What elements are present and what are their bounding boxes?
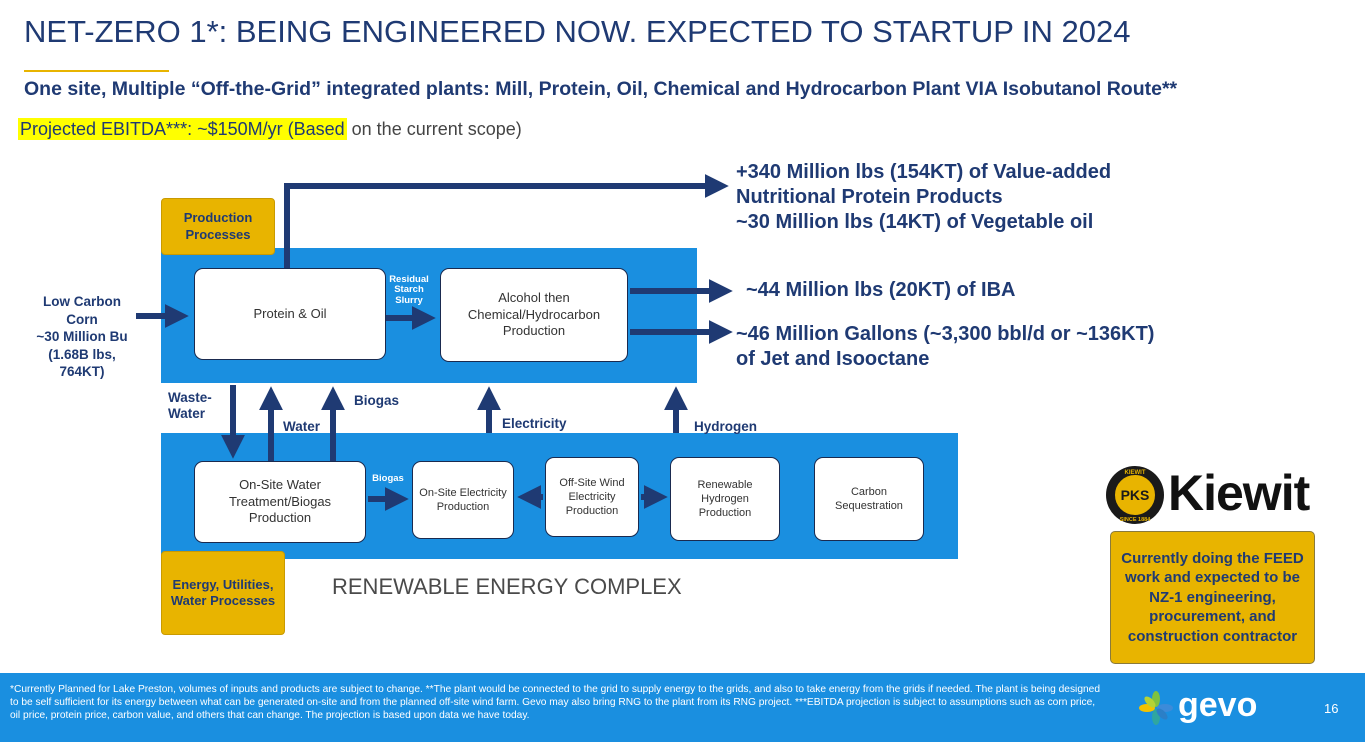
hydrogen-label: Renewable Hydrogen Production	[697, 478, 753, 520]
alcohol-label: Alcohol then Chemical/Hydrocarbon Produc…	[467, 289, 601, 339]
corn-input: Low Carbon Corn ~30 Million Bu (1.68B lb…	[22, 293, 142, 381]
iba-output: ~44 Million lbs (20KT) of IBA	[746, 279, 1016, 301]
gevo-logo: gevo	[1178, 686, 1258, 724]
production-processes-label: Production Processes	[161, 198, 275, 255]
jet-output: ~46 Million Gallons (~3,300 bbl/d or ~13…	[736, 322, 1154, 372]
protein-output-line-2: Nutritional Protein Products	[736, 186, 1003, 208]
complex-title: RENEWABLE ENERGY COMPLEX	[332, 574, 682, 599]
page-number: 16	[1324, 701, 1339, 716]
corn-line-4: (1.68B lbs,	[48, 346, 116, 362]
protein-oil-label: Protein & Oil	[253, 305, 327, 321]
protein-output: +340 Million lbs (154KT) of Value-added …	[736, 160, 1111, 235]
kiewit-seal-ring-top: KIEWIT	[1125, 470, 1146, 476]
ebitda-highlight: Projected EBITDA***: ~$150M/yr (Based	[18, 118, 347, 140]
slide-subtitle: One site, Multiple “Off-the-Grid” integr…	[24, 78, 1178, 100]
carbon-label: Carbon Sequestration	[835, 485, 903, 512]
kiewit-seal: PKS KIEWIT SINCE 1884	[1104, 464, 1166, 526]
kiewit-note-text: Currently doing the FEED work and expect…	[1121, 549, 1304, 645]
gevo-leaf-icon	[1138, 690, 1174, 726]
water-treatment-box: On-Site Water Treatment/Biogas Productio…	[194, 461, 366, 543]
electricity-flow-label: Electricity	[502, 416, 567, 431]
jet-output-line-2: of Jet and Isooctane	[736, 348, 930, 370]
kiewit-seal-ring-bottom: SINCE 1884	[1120, 517, 1152, 523]
jet-output-line-1: ~46 Million Gallons (~3,300 bbl/d or ~13…	[736, 323, 1155, 345]
water-treatment-label: On-Site Water Treatment/Biogas Productio…	[228, 476, 332, 526]
protein-output-line-1: +340 Million lbs (154KT) of Value-added	[736, 161, 1112, 183]
energy-processes-label: Energy, Utilities, Water Processes	[161, 551, 285, 635]
wastewater-text: Waste-Water	[168, 390, 212, 421]
slide-title: NET-ZERO 1*: BEING ENGINEERED NOW. EXPEC…	[24, 14, 1131, 49]
electricity-box: On-Site Electricity Production	[412, 461, 514, 539]
wastewater-label: Waste-Water	[168, 390, 218, 421]
ebitda-line: Projected EBITDA***: ~$150M/yr (Based on…	[18, 118, 522, 140]
hydrogen-flow-label: Hydrogen	[694, 419, 758, 434]
hydrogen-box: Renewable Hydrogen Production	[670, 457, 780, 541]
protein-output-line-3: ~30 Million lbs (14KT) of Vegetable oil	[736, 211, 1094, 233]
electricity-label: On-Site Electricity Production	[419, 486, 507, 513]
protein-oil-box: Protein & Oil	[194, 268, 386, 360]
title-underline	[24, 70, 169, 72]
corn-line-1: Low Carbon	[43, 294, 121, 309]
wind-label: Off-Site Wind Electricity Production	[559, 476, 625, 518]
kiewit-logo: Kiewit	[1168, 465, 1310, 521]
arrow-protein-out	[284, 174, 729, 268]
footnote: *Currently Planned for Lake Preston, vol…	[10, 684, 1100, 721]
kiewit-seal-icon: PKS KIEWIT SINCE 1884	[1106, 466, 1164, 524]
biogas-side-label: Biogas	[372, 473, 404, 484]
kiewit-seal-text: PKS	[1121, 487, 1150, 503]
kiewit-note: Currently doing the FEED work and expect…	[1110, 531, 1315, 664]
wind-box: Off-Site Wind Electricity Production	[545, 457, 639, 537]
ebitda-rest: on the current scope)	[346, 119, 522, 139]
carbon-box: Carbon Sequestration	[814, 457, 924, 541]
corn-line-2: Corn	[66, 311, 98, 327]
water-flow-label: Water	[283, 419, 321, 434]
corn-line-5: 764KT)	[59, 364, 105, 380]
residual-starch-label: Residual Starch Slurry	[389, 274, 429, 306]
alcohol-box: Alcohol then Chemical/Hydrocarbon Produc…	[440, 268, 628, 362]
biogas-flow-label: Biogas	[354, 393, 400, 408]
corn-line-3: ~30 Million Bu	[36, 329, 128, 345]
